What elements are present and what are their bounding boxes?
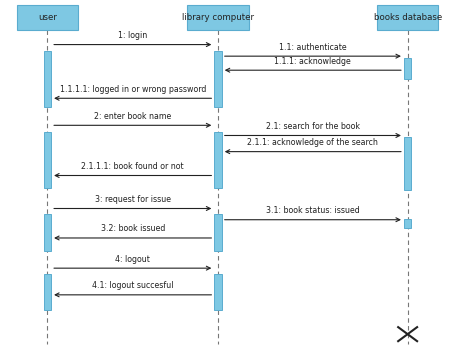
Text: 1.1: authenticate: 1.1: authenticate: [279, 42, 346, 52]
Text: 3: request for issue: 3: request for issue: [95, 195, 171, 204]
Text: 3.2: book issued: 3.2: book issued: [100, 224, 165, 233]
Bar: [377, 5, 438, 30]
Bar: [404, 58, 411, 79]
Bar: [214, 274, 222, 310]
Bar: [17, 5, 78, 30]
Text: library computer: library computer: [182, 13, 254, 22]
Text: 1.1.1: acknowledge: 1.1.1: acknowledge: [274, 57, 351, 66]
Text: 2: enter book name: 2: enter book name: [94, 112, 171, 121]
Bar: [214, 51, 222, 107]
Text: books database: books database: [374, 13, 442, 22]
Text: 1.1.1.1: logged in or wrong password: 1.1.1.1: logged in or wrong password: [60, 85, 206, 94]
Text: 3.1: book status: issued: 3.1: book status: issued: [266, 206, 360, 215]
Text: 4: logout: 4: logout: [115, 254, 150, 264]
Bar: [404, 137, 411, 190]
Bar: [214, 132, 222, 188]
Text: user: user: [38, 13, 57, 22]
Bar: [44, 132, 51, 188]
Bar: [214, 214, 222, 251]
Bar: [44, 51, 51, 107]
Text: 2.1.1.1: book found or not: 2.1.1.1: book found or not: [82, 162, 184, 171]
Text: 4.1: logout succesful: 4.1: logout succesful: [92, 281, 173, 290]
Text: 1: login: 1: login: [118, 31, 147, 40]
Bar: [44, 214, 51, 251]
Bar: [404, 219, 411, 228]
Bar: [44, 274, 51, 310]
Text: 2.1: search for the book: 2.1: search for the book: [266, 122, 360, 131]
Text: 2.1.1: acknowledge of the search: 2.1.1: acknowledge of the search: [247, 138, 378, 147]
Bar: [187, 5, 249, 30]
